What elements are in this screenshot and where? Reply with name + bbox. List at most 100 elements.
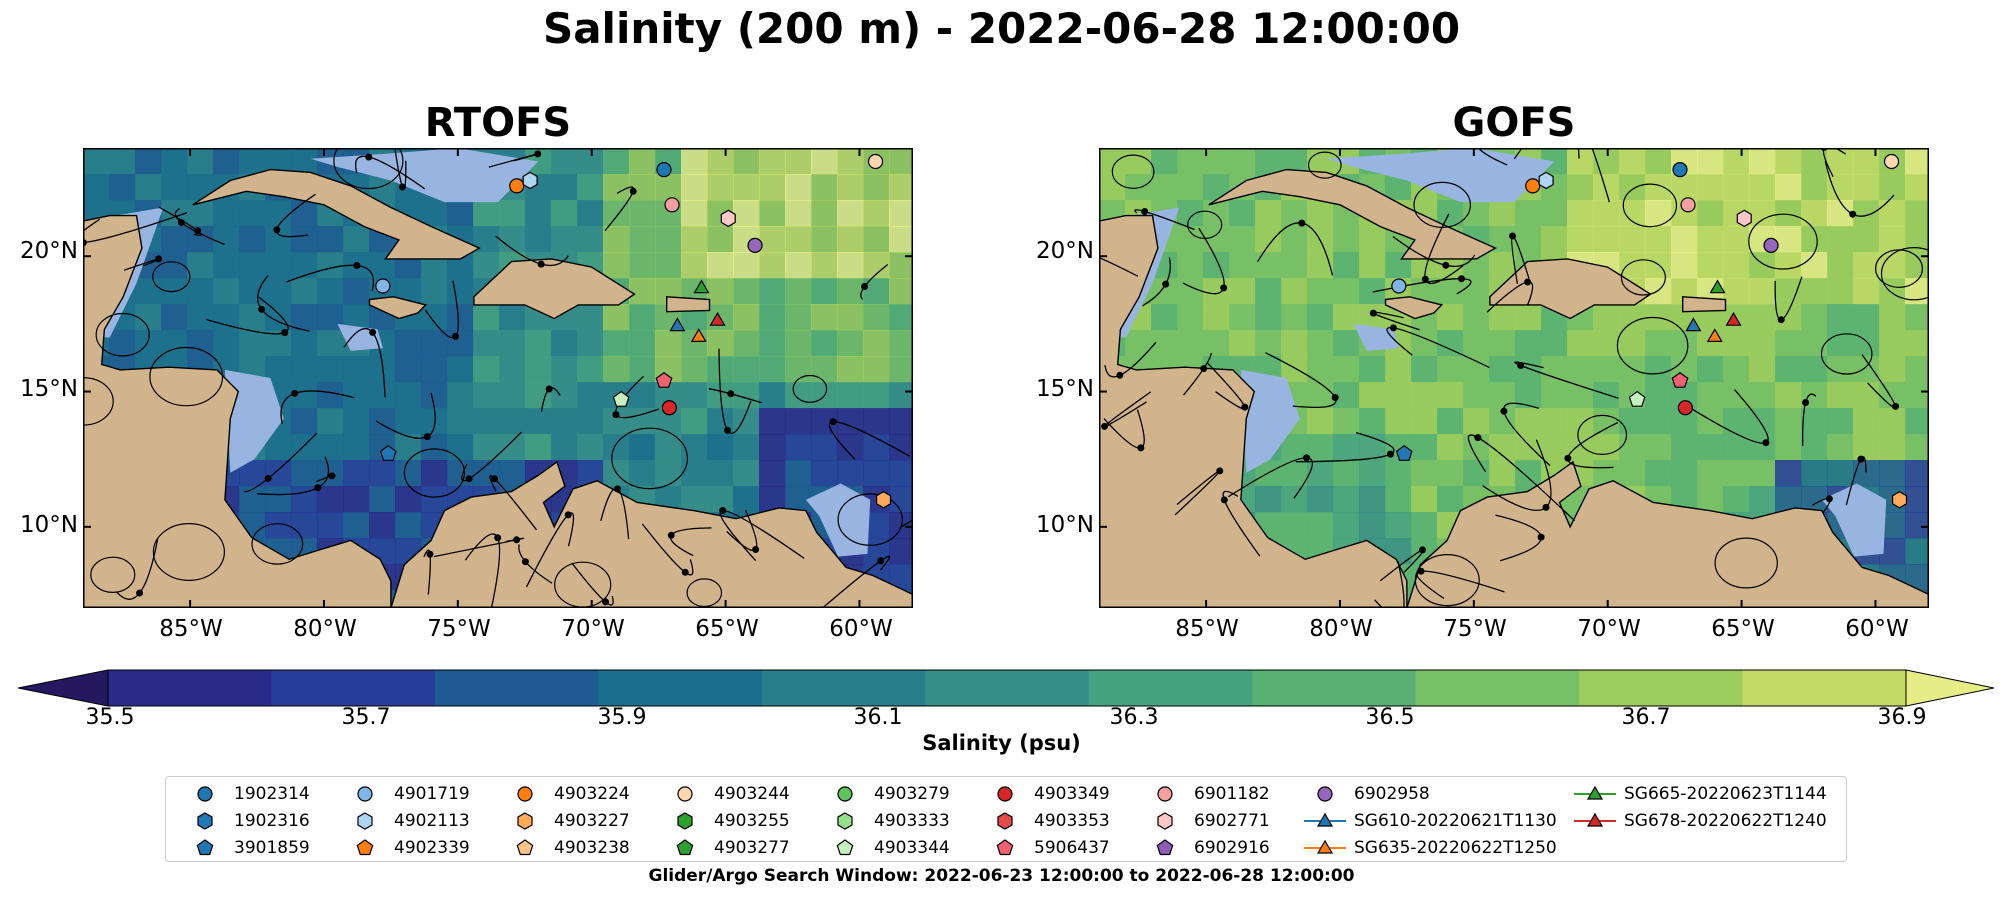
salinity-cell [1801,252,1828,279]
salinity-cell [343,512,370,539]
salinity-cell [239,226,266,253]
salinity-cell [811,278,838,305]
colorbar-tick-label: 35.7 [341,705,391,730]
salinity-cell [1541,356,1568,383]
salinity-cell [1411,460,1438,487]
salinity-cell [707,252,734,279]
legend-label: 4903238 [554,838,630,858]
salinity-cell [1697,408,1724,435]
salinity-cell [1515,304,1542,331]
legend-marker-icon [197,786,213,802]
salinity-cell [889,486,913,513]
salinity-cell [811,434,838,461]
legend-label: 4903279 [874,784,950,804]
salinity-cell [1307,330,1334,357]
platform-marker [1891,491,1908,509]
platform-marker [1672,162,1688,178]
salinity-cell [1749,252,1776,279]
salinity-cell [1489,460,1516,487]
salinity-cell [369,512,396,539]
salinity-cell [655,460,682,487]
platform-marker [1763,237,1779,254]
salinity-cell [1645,174,1672,201]
salinity-cell [291,278,318,305]
salinity-cell [525,200,552,227]
streamline-arrow [1298,219,1306,227]
legend-label: 4903255 [714,811,790,831]
salinity-cell [109,174,136,201]
legend-marker [1586,812,1604,827]
streamline-arrow [545,385,553,393]
x-tick-label: 85°W [1175,616,1239,642]
streamline-arrow [1500,407,1508,415]
salinity-cell [1593,330,1620,357]
salinity-cell [603,174,630,201]
streamline-arrow [365,153,373,161]
salinity-cell [1593,200,1620,227]
land-mass [368,296,428,320]
salinity-cell [863,174,890,201]
salinity-cell [1827,148,1854,175]
salinity-cell [343,486,370,513]
salinity-cell [551,408,578,435]
salinity-cell [1697,460,1724,487]
salinity-cell [811,356,838,383]
legend-label: 4903344 [874,838,950,858]
salinity-cell [291,304,318,331]
salinity-cell [447,434,474,461]
salinity-cell [837,226,864,253]
salinity-cell [343,226,370,253]
salinity-cell [1879,460,1906,487]
y-tick-label: 10°N [20,512,78,538]
salinity-cell [1307,356,1334,383]
salinity-cell [1905,200,1929,227]
legend-marker [1316,812,1334,827]
salinity-cell [1905,330,1929,357]
salinity-cell [1697,382,1724,409]
legend-marker [677,812,693,830]
salinity-cell [135,148,162,175]
gofs-map-canvas [1099,148,1929,608]
legend-label: 4902339 [394,838,470,858]
salinity-cell [1619,434,1646,461]
salinity-cell [577,408,604,435]
salinity-cell [1879,408,1906,435]
salinity-cell [837,460,864,487]
streamline-arrow [1417,567,1425,575]
salinity-cell [759,148,786,175]
salinity-cell [1645,434,1672,461]
figure-title: Salinity (200 m) - 2022-06-28 12:00:00 [542,4,1461,53]
salinity-cell [473,304,500,331]
salinity-cell [343,434,370,461]
legend-marker [1156,839,1174,856]
salinity-cell [1385,382,1412,409]
salinity-cell [1775,330,1802,357]
eddy-streamline [1622,183,1678,228]
salinity-cell [1437,382,1464,409]
land-mass [473,258,636,320]
legend-label: 6902916 [1194,838,1270,858]
salinity-cell [629,226,656,253]
salinity-cell [1723,278,1750,305]
legend-label: 4903244 [714,784,790,804]
salinity-cell [1307,512,1334,539]
salinity-cell [1463,460,1490,487]
land-mass [1406,460,1929,608]
salinity-cell [1827,226,1854,253]
current-streamline [1822,148,1847,177]
salinity-cell [1593,408,1620,435]
salinity-cell [733,304,760,331]
salinity-cell [1515,382,1542,409]
eddy-streamline [1111,154,1155,189]
salinity-cell [785,252,812,279]
salinity-cell [889,356,913,383]
salinity-cell [1749,148,1776,175]
salinity-cell [551,382,578,409]
streamline-arrow [1802,399,1810,406]
x-tick-label: 75°W [1443,616,1507,642]
eddy-streamline [1620,259,1667,296]
salinity-cell [1697,200,1724,227]
salinity-cell [1177,330,1204,357]
platform-marker [1883,153,1900,170]
salinity-cell [577,200,604,227]
